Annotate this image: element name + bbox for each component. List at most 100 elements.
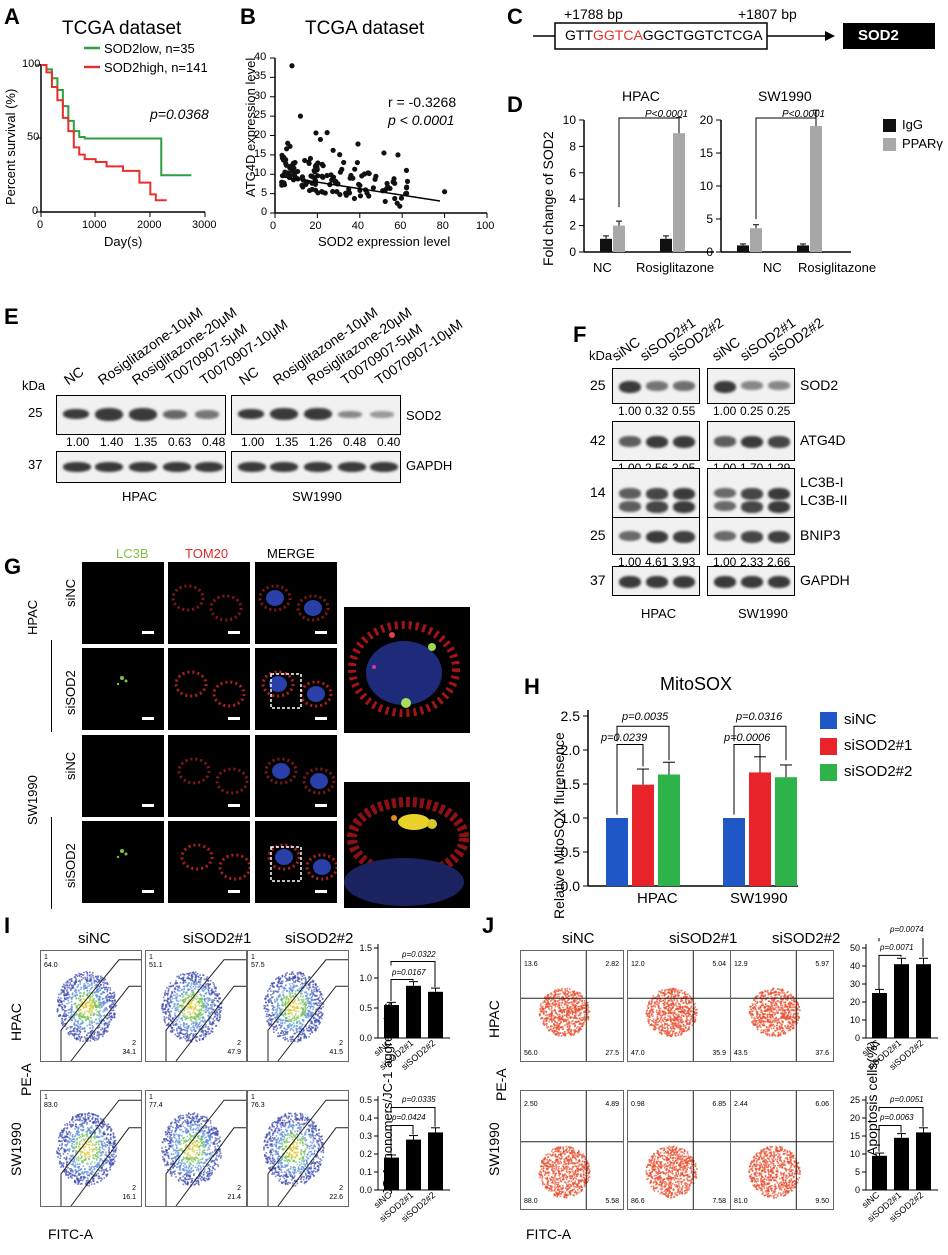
legend-swatch-ppar — [883, 138, 896, 151]
f-protein-label: GAPDH — [800, 572, 850, 588]
panel-label-i: I — [4, 913, 10, 939]
d-ytick-label: 8 — [569, 139, 576, 153]
f-val-hpac: 1.00 — [618, 404, 641, 418]
gate-value: 77.4 — [149, 1102, 163, 1109]
h-ytick-label: 2.5 — [561, 708, 581, 724]
micro-tile — [168, 562, 250, 644]
blot-e-sw-gapdh — [231, 451, 401, 483]
scatter-point — [318, 137, 323, 142]
f-cell-sw: SW1990 — [738, 606, 788, 621]
quad-value: 5.58 — [605, 1198, 619, 1205]
h-p-hpac-2: p=0.0035 — [622, 711, 668, 723]
gene-label: SOD2 — [858, 27, 899, 44]
xtick-label-3000: 3000 — [192, 219, 216, 231]
small-p: p=0.0322 — [402, 950, 436, 959]
f-mw-label: 25 — [590, 377, 606, 393]
panel-label-e: E — [4, 304, 19, 330]
b-ytick-label: 15 — [254, 148, 266, 160]
small-bar — [872, 1156, 887, 1190]
scatter-point — [358, 193, 363, 198]
scatter-chart — [240, 0, 502, 260]
d-bar — [797, 245, 809, 252]
quad-value: 43.5 — [734, 1050, 748, 1057]
f-protein-label: BNIP3 — [800, 527, 840, 543]
i-xaxis: FITC-A — [48, 1226, 93, 1242]
scatter-point — [384, 181, 389, 186]
d-ytick-label: 5 — [706, 212, 713, 226]
legend-label-high: SOD2high, n=141 — [104, 60, 208, 75]
d-ytick-label: 0 — [569, 245, 576, 259]
quad-value: 37.6 — [815, 1050, 829, 1057]
gate-value: 41.5 — [329, 1049, 343, 1056]
j-ylabel: Apoptosis cells(%) — [864, 1041, 880, 1156]
small-ytick: 40 — [850, 961, 860, 971]
blot-f — [612, 421, 700, 461]
scatter-point — [337, 152, 342, 157]
small-p: p=0.0074 — [890, 925, 924, 934]
legend-swatch-igg — [883, 119, 896, 132]
legend-igg: IgG — [902, 117, 923, 132]
km-curve-high — [41, 65, 167, 200]
scatter-point — [281, 155, 286, 160]
b-xtick-label: 100 — [476, 220, 494, 232]
panel-label-f: F — [573, 322, 586, 348]
small-bar — [894, 1138, 909, 1190]
small-ytick: 5 — [855, 1167, 860, 1177]
gate-value: 76.3 — [251, 1102, 265, 1109]
scatter-point — [391, 179, 396, 184]
quad-value: 86.6 — [631, 1198, 645, 1205]
g-row-label: siNC — [63, 579, 78, 607]
scatter-point — [352, 196, 357, 201]
d-ytick-label: 2 — [569, 219, 576, 233]
scatter-point — [341, 160, 346, 165]
gate-label: 2 — [339, 1185, 343, 1192]
gate-value: 16.1 — [122, 1194, 136, 1201]
small-p: p=0.0051 — [890, 1095, 924, 1104]
j-col-label: siNC — [562, 930, 595, 947]
g-cell-hpac: HPAC — [25, 600, 40, 635]
scatter-point — [383, 199, 388, 204]
scatter-point — [320, 175, 325, 180]
small-ytick: 0.4 — [359, 1113, 372, 1123]
panel-label-c: C — [507, 4, 523, 30]
f-cell-hpac: HPAC — [641, 606, 676, 621]
micro-tile — [82, 821, 164, 903]
legend-sisod2-2: siSOD2#2 — [844, 763, 912, 780]
h-p-hpac-1: p=0.0239 — [601, 732, 647, 744]
e-mw-37: 37 — [28, 457, 42, 472]
b-xtick-label: 40 — [352, 220, 364, 232]
scatter-point — [405, 179, 410, 184]
g-row-label: siSOD2 — [63, 670, 78, 715]
e-val-hpac: 1.35 — [134, 435, 157, 449]
scatter-point — [372, 177, 377, 182]
small-ytick: 0.2 — [359, 1149, 372, 1159]
quad-value: 88.0 — [524, 1198, 538, 1205]
h-bar — [632, 785, 654, 886]
binding-sequence: GTTGGTCAGGCTGGTCTCGA — [565, 27, 763, 43]
f-val-sw: 0.25 — [740, 404, 763, 418]
scatter-point — [395, 201, 400, 206]
b-ytick-label: 0 — [261, 206, 267, 218]
b-xtick-label: 60 — [394, 220, 406, 232]
d-bar — [750, 228, 762, 252]
small-ytick: 0.3 — [359, 1131, 372, 1141]
quad-value: 47.0 — [631, 1050, 645, 1057]
quad-value: 2.82 — [605, 961, 619, 968]
e-mw-25: 25 — [28, 405, 42, 420]
scatter-point — [366, 170, 371, 175]
gate-value: 51.1 — [149, 962, 163, 969]
scatter-point — [325, 130, 330, 135]
blot-f — [707, 368, 795, 404]
quad-value: 5.97 — [815, 961, 829, 968]
i-col-label: siNC — [78, 930, 111, 947]
j-col-label: siSOD2#2 — [772, 930, 840, 947]
h-title: MitoSOX — [660, 674, 732, 695]
